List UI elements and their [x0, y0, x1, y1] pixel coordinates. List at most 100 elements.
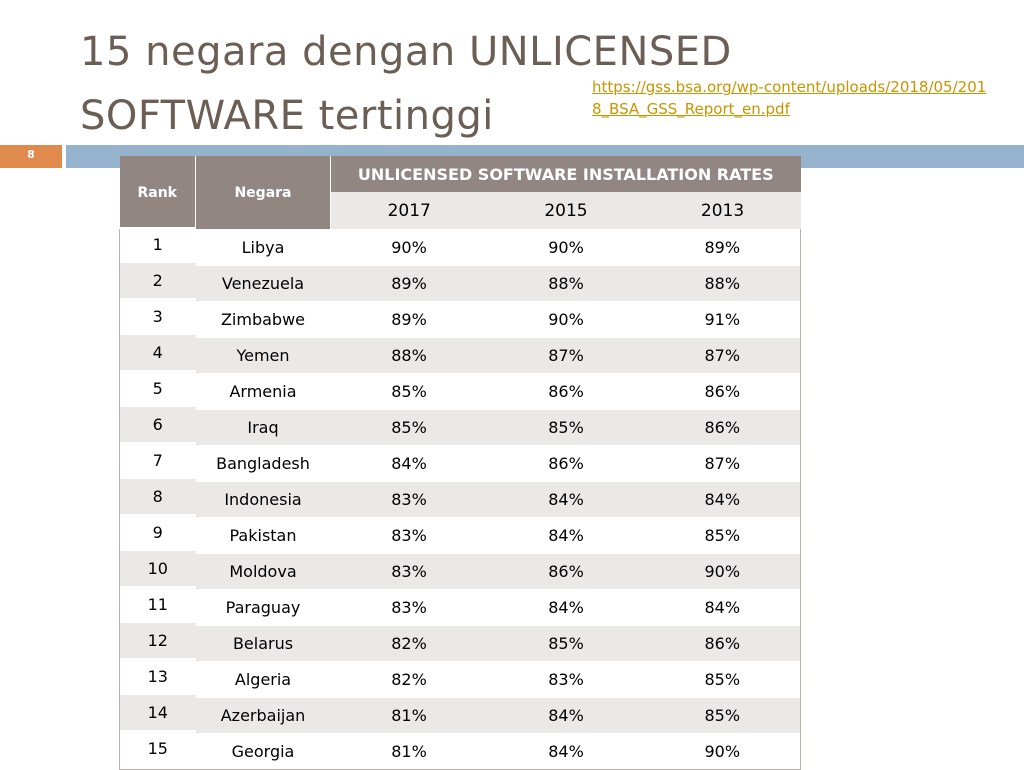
rate-2013-cell: 84% — [644, 481, 802, 518]
rate-2017-cell: 85% — [330, 373, 488, 410]
rate-2017-cell: 83% — [330, 517, 488, 554]
country-cell: Algeria — [195, 661, 331, 698]
country-cell: Armenia — [195, 373, 331, 410]
rate-2013-cell: 86% — [644, 373, 802, 410]
rate-2013-cell: 87% — [644, 337, 802, 374]
rate-2017-cell: 89% — [330, 265, 488, 302]
unlicensed-software-table: Rank Negara UNLICENSED SOFTWARE INSTALLA… — [119, 156, 802, 770]
country-cell: Belarus — [195, 625, 331, 662]
rank-cell: 14 — [119, 694, 196, 731]
rate-2017-cell: 82% — [330, 661, 488, 698]
table-row: 3 Zimbabwe 89% 90% 91% — [119, 298, 802, 338]
rate-2017-cell: 85% — [330, 409, 488, 446]
rate-2015-cell: 90% — [487, 301, 645, 338]
rate-2015-cell: 84% — [487, 589, 645, 626]
slide-title: 15 negara dengan UNLICENSED SOFTWARE ter… — [80, 29, 732, 139]
rate-2015-cell: 84% — [487, 517, 645, 554]
rank-cell: 2 — [119, 262, 196, 299]
rate-2013-cell: 86% — [644, 625, 802, 662]
rate-2013-cell: 87% — [644, 445, 802, 482]
rank-cell: 1 — [119, 226, 196, 263]
rate-2015-cell: 84% — [487, 697, 645, 734]
country-cell: Libya — [195, 229, 331, 266]
table-row: 1 Libya 90% 90% 89% — [119, 226, 802, 266]
country-column-header: Negara — [195, 156, 331, 230]
rank-cell: 7 — [119, 442, 196, 479]
country-cell: Moldova — [195, 553, 331, 590]
country-cell: Georgia — [195, 733, 331, 770]
table-row: 13 Algeria 82% 83% 85% — [119, 658, 802, 698]
country-cell: Indonesia — [195, 481, 331, 518]
table-row: 7 Bangladesh 84% 86% 87% — [119, 442, 802, 482]
rate-2013-cell: 85% — [644, 517, 802, 554]
rate-2015-cell: 88% — [487, 265, 645, 302]
rate-2013-cell: 91% — [644, 301, 802, 338]
rate-2017-cell: 81% — [330, 733, 488, 770]
rate-2015-cell: 85% — [487, 409, 645, 446]
rate-2015-cell: 84% — [487, 733, 645, 770]
table-row: 6 Iraq 85% 85% 86% — [119, 406, 802, 446]
rate-2015-cell: 90% — [487, 229, 645, 266]
table-row: 15 Georgia 81% 84% 90% — [119, 730, 802, 770]
rate-2013-cell: 84% — [644, 589, 802, 626]
table-body: 1 Libya 90% 90% 89% 2 Venezuela 89% 88% 88% 3 Zimba… — [119, 226, 802, 770]
rank-column-header: Rank — [119, 156, 196, 230]
country-cell: Zimbabwe — [195, 301, 331, 338]
rate-2013-cell: 89% — [644, 229, 802, 266]
rank-cell: 11 — [119, 586, 196, 623]
rate-2017-cell: 88% — [330, 337, 488, 374]
year-column-header: 2015 — [487, 192, 645, 230]
installation-rates-group-header: UNLICENSED SOFTWARE INSTALLATION RATES — [330, 156, 801, 192]
table-row: 2 Venezuela 89% 88% 88% — [119, 262, 802, 302]
table-row: 5 Armenia 85% 86% 86% — [119, 370, 802, 410]
table-row: 10 Moldova 83% 86% 90% — [119, 550, 802, 590]
rank-cell: 12 — [119, 622, 196, 659]
table-row: 11 Paraguay 83% 84% 84% — [119, 586, 802, 626]
rate-2015-cell: 84% — [487, 481, 645, 518]
table-row: 8 Indonesia 83% 84% 84% — [119, 478, 802, 518]
country-cell: Paraguay — [195, 589, 331, 626]
rate-2015-cell: 83% — [487, 661, 645, 698]
rate-2013-cell: 85% — [644, 697, 802, 734]
rate-2013-cell: 90% — [644, 553, 802, 590]
year-column-header: 2013 — [644, 192, 801, 230]
rate-2015-cell: 87% — [487, 337, 645, 374]
rate-2013-cell: 86% — [644, 409, 802, 446]
rank-cell: 4 — [119, 334, 196, 371]
table-row: 12 Belarus 82% 85% 86% — [119, 622, 802, 662]
rate-2013-cell: 90% — [644, 733, 802, 770]
table-row: 4 Yemen 88% 87% 87% — [119, 334, 802, 374]
country-cell: Venezuela — [195, 265, 331, 302]
rate-2015-cell: 85% — [487, 625, 645, 662]
table-row: 14 Azerbaijan 81% 84% 85% — [119, 694, 802, 734]
rank-cell: 13 — [119, 658, 196, 695]
rank-cell: 15 — [119, 730, 196, 767]
rate-2017-cell: 89% — [330, 301, 488, 338]
country-cell: Yemen — [195, 337, 331, 374]
rate-2017-cell: 82% — [330, 625, 488, 662]
country-cell: Iraq — [195, 409, 331, 446]
rank-cell: 5 — [119, 370, 196, 407]
rate-2015-cell: 86% — [487, 373, 645, 410]
rate-2017-cell: 81% — [330, 697, 488, 734]
source-link[interactable]: https://gss.bsa.org/wp-content/uploads/2… — [592, 78, 987, 118]
rank-cell: 9 — [119, 514, 196, 551]
country-cell: Azerbaijan — [195, 697, 331, 734]
rate-2013-cell: 88% — [644, 265, 802, 302]
rate-2017-cell: 83% — [330, 589, 488, 626]
rate-2017-cell: 84% — [330, 445, 488, 482]
rank-cell: 10 — [119, 550, 196, 587]
rank-cell: 3 — [119, 298, 196, 335]
table-row: 9 Pakistan 83% 84% 85% — [119, 514, 802, 554]
rate-2013-cell: 85% — [644, 661, 802, 698]
rank-cell: 8 — [119, 478, 196, 515]
rate-2015-cell: 86% — [487, 553, 645, 590]
slide-number-badge: 8 — [0, 145, 62, 168]
rate-2015-cell: 86% — [487, 445, 645, 482]
country-cell: Bangladesh — [195, 445, 331, 482]
year-column-header: 2017 — [330, 192, 488, 230]
country-cell: Pakistan — [195, 517, 331, 554]
rate-2017-cell: 90% — [330, 229, 488, 266]
rate-2017-cell: 83% — [330, 553, 488, 590]
rank-cell: 6 — [119, 406, 196, 443]
